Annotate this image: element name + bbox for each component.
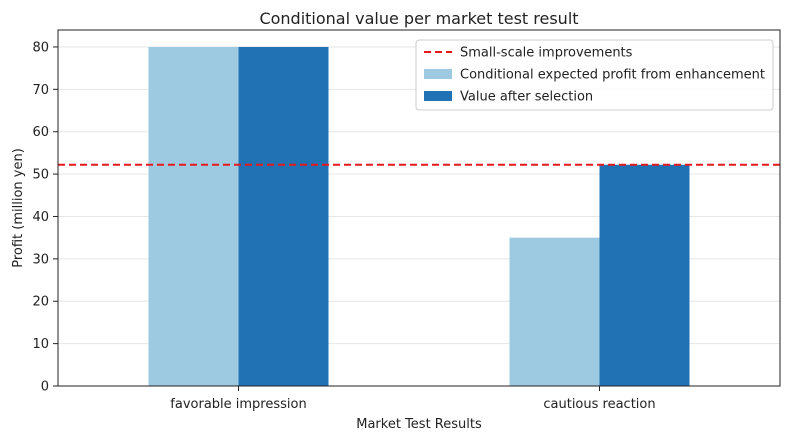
legend-swatch — [424, 69, 452, 79]
y-axis-title: Profit (million yen) — [11, 148, 26, 268]
bars — [148, 46, 690, 386]
plot-frame — [57, 29, 781, 387]
y-tick-label: 40 — [32, 210, 49, 225]
x-axis-ticks: favorable impression cautious reaction — [170, 386, 656, 412]
y-tick-label: 60 — [32, 125, 49, 140]
x-tick-label: favorable impression — [170, 397, 306, 412]
y-tick-label: 0 — [41, 380, 49, 395]
x-tick-label: cautious reaction — [543, 397, 655, 412]
legend-label: Value after selection — [460, 90, 593, 105]
y-tick-label: 70 — [32, 83, 49, 98]
x-axis-title: Market Test Results — [356, 417, 482, 432]
legend-swatch — [424, 91, 452, 101]
y-tick-label: 30 — [32, 252, 49, 267]
bar — [238, 46, 329, 386]
y-tick-label: 10 — [32, 337, 49, 352]
y-axis-ticks: 0 10 20 30 40 50 60 70 80 — [32, 40, 58, 395]
legend-frame — [415, 39, 774, 111]
y-tick-label: 20 — [32, 295, 49, 310]
bar — [599, 164, 690, 386]
bar — [509, 237, 600, 386]
legend: Small-scale improvements Conditional expe… — [415, 39, 774, 111]
y-tick-label: 50 — [32, 168, 49, 183]
y-tick-label: 80 — [32, 40, 49, 55]
bar — [148, 46, 239, 386]
legend-label: Small-scale improvements — [460, 46, 633, 61]
chart-title: Conditional value per market test result — [259, 9, 578, 28]
legend-label: Conditional expected profit from enhance… — [460, 68, 765, 83]
